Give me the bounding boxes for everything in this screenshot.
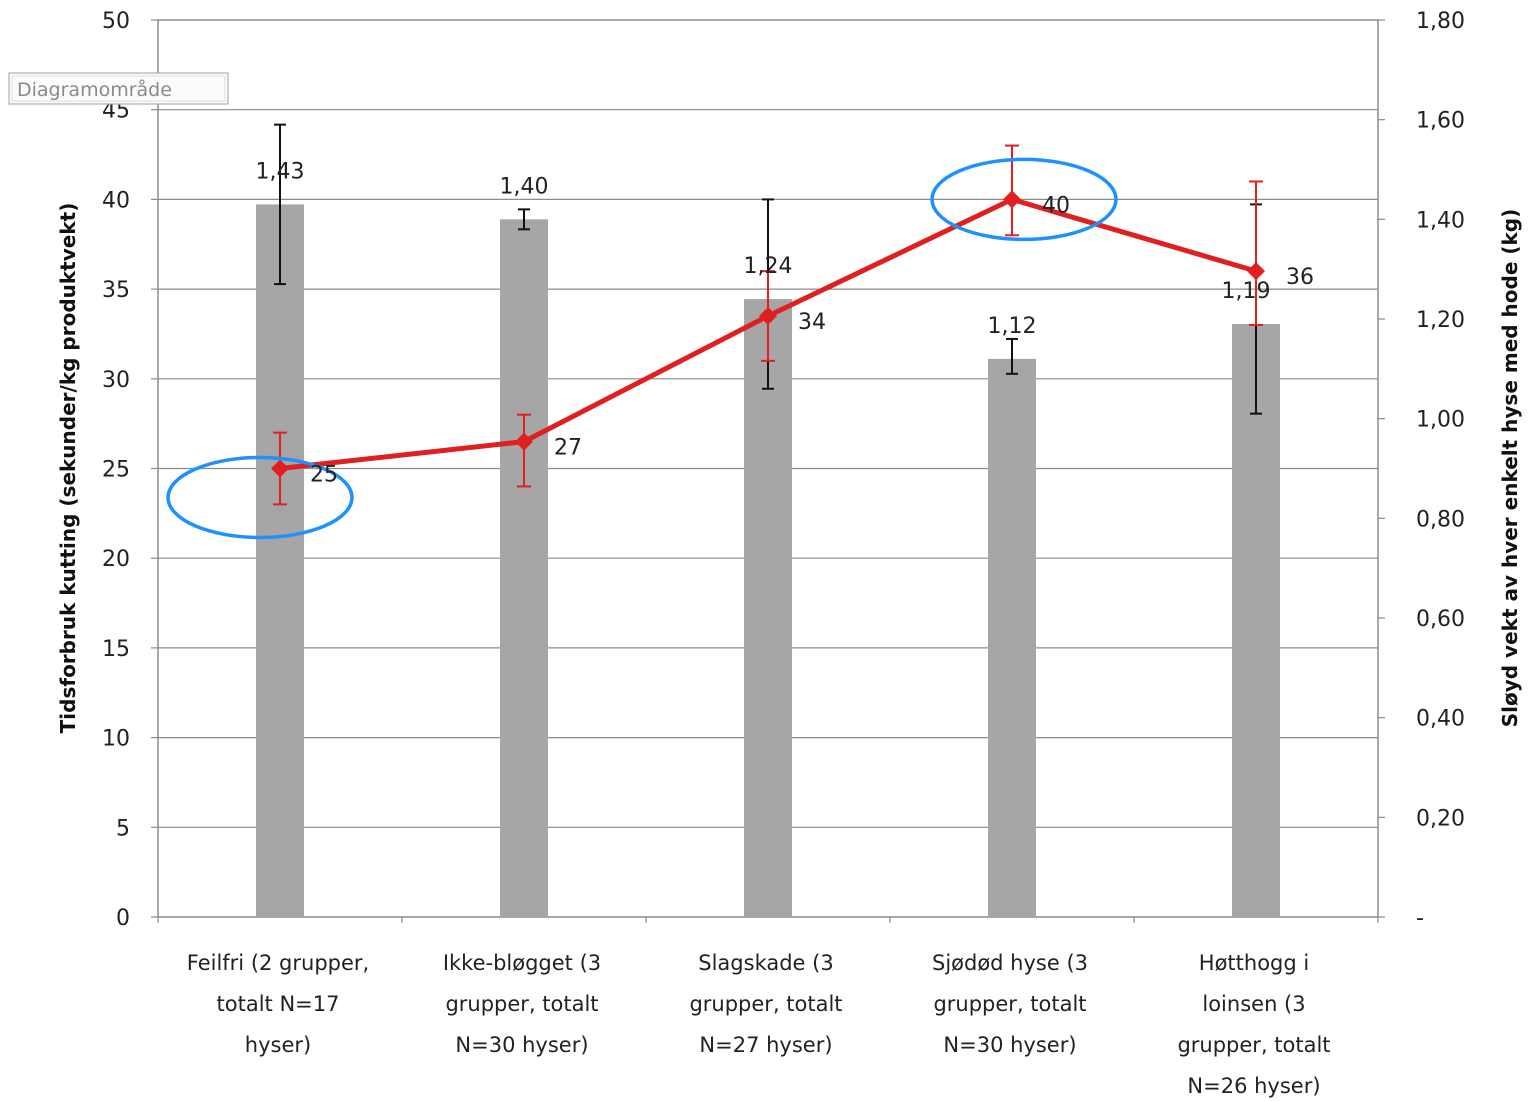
right-tick-label: 0,20 <box>1416 806 1465 831</box>
category-label-line: Ikke-bløgget (3 <box>443 951 601 975</box>
left-tick-label: 10 <box>102 727 130 752</box>
left-tick-label: 35 <box>102 278 130 303</box>
line-data-label: 40 <box>1042 193 1070 218</box>
category-label-line: N=30 hyser) <box>943 1033 1076 1057</box>
line-series <box>271 144 1265 506</box>
line-point <box>1003 190 1021 209</box>
bar-data-label: 1,12 <box>988 314 1037 339</box>
category-labels: Feilfri (2 grupper, totalt N=17 hyser) Ikke… <box>187 951 1331 1098</box>
line-data-label: 36 <box>1286 265 1314 290</box>
category-label-line: N=27 hyser) <box>699 1033 832 1057</box>
category-label-line: Slagskade (3 <box>698 951 833 975</box>
right-tick-label: 0,80 <box>1416 507 1465 532</box>
line-point <box>1247 262 1265 281</box>
left-tick-label: 15 <box>102 637 130 662</box>
category-label-line: totalt N=17 <box>217 992 340 1016</box>
data-labels: 1,43 1,40 1,24 1,12 1,19 25 27 34 40 36 <box>256 159 1314 487</box>
category-label-line: Sjødød hyse (3 <box>932 951 1088 975</box>
category-label-line: grupper, totalt <box>689 992 842 1016</box>
left-tick-label: 0 <box>116 906 130 931</box>
svg-text:Diagramområde: Diagramområde <box>17 78 172 101</box>
highlight-ellipse <box>166 455 354 540</box>
line-data-label: 27 <box>554 436 582 461</box>
left-tick-label: 50 <box>102 9 130 34</box>
bar <box>744 299 792 918</box>
right-tick-label: - <box>1416 906 1424 931</box>
right-axis-ticks: - 0,20 0,40 0,60 0,80 1,00 1,20 1,40 1,60 1,80 <box>157 9 1465 931</box>
category-label-line: N=26 hyser) <box>1187 1074 1320 1098</box>
line-point <box>271 459 289 478</box>
right-tick-label: 0,60 <box>1416 607 1465 632</box>
bar <box>500 219 548 918</box>
bar-data-label: 1,43 <box>256 159 305 184</box>
bar <box>988 358 1036 917</box>
right-tick-label: 1,20 <box>1416 308 1465 333</box>
left-tick-label: 25 <box>102 458 130 483</box>
bar <box>256 204 304 918</box>
bar-series <box>256 204 1280 918</box>
line-data-label: 25 <box>310 463 338 488</box>
right-tick-label: 1,80 <box>1416 9 1465 34</box>
category-label-line: N=30 hyser) <box>455 1033 588 1057</box>
left-tick-label: 5 <box>116 816 130 841</box>
highlight-ellipse <box>930 157 1118 242</box>
category-label-line: Høtthogg i <box>1199 951 1309 975</box>
left-tick-label: 30 <box>102 368 130 393</box>
bar-data-label: 1,19 <box>1222 279 1271 304</box>
category-label-line: hyser) <box>245 1033 311 1057</box>
left-tick-label: 20 <box>102 547 130 572</box>
bar-data-label: 1,40 <box>500 174 549 199</box>
right-axis-title: Sløyd vekt av hver enkelt hyse med hode … <box>1498 209 1522 728</box>
category-label-line: grupper, totalt <box>445 992 598 1016</box>
bar <box>1232 323 1280 917</box>
category-label-line: loinsen (3 <box>1202 992 1305 1016</box>
highlight-ellipses <box>166 157 1118 540</box>
category-label-line: Feilfri (2 grupper, <box>187 951 369 975</box>
bar-data-label: 1,24 <box>744 254 793 279</box>
line-point <box>515 432 533 451</box>
left-axis-title: Tidsforbruk kutting (sekunder/kg produkt… <box>56 203 80 734</box>
chart-area-tooltip: Diagramområde <box>8 72 229 105</box>
right-tick-label: 0,40 <box>1416 707 1465 732</box>
right-tick-label: 1,40 <box>1416 208 1465 233</box>
category-label-line: grupper, totalt <box>933 992 1086 1016</box>
right-tick-label: 1,60 <box>1416 109 1465 134</box>
line-data-label: 34 <box>798 310 826 335</box>
right-tick-label: 1,00 <box>1416 408 1465 433</box>
line-point <box>759 307 777 326</box>
left-tick-label: 40 <box>102 188 130 213</box>
category-label-line: grupper, totalt <box>1177 1033 1330 1057</box>
